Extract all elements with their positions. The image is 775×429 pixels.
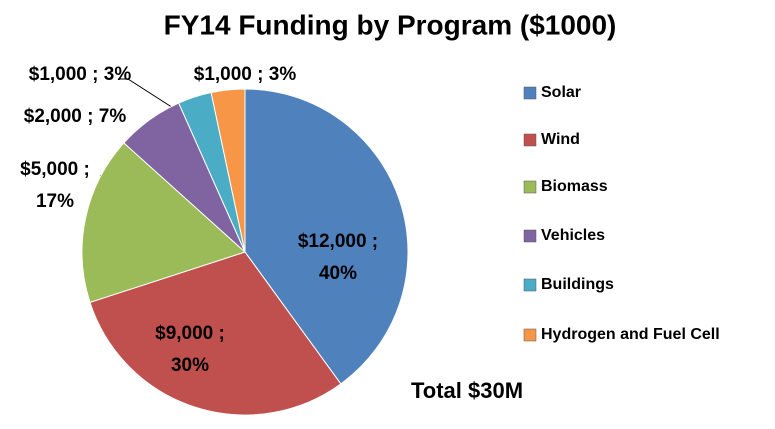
data-label: $1,000 ; 3% xyxy=(28,64,132,85)
legend-label: Biomass xyxy=(541,178,608,195)
legend-label: Hydrogen and Fuel Cell xyxy=(541,326,720,343)
chart-title: FY14 Funding by Program ($1000) xyxy=(164,9,617,40)
legend-label: Wind xyxy=(541,131,580,148)
data-label: $12,000 ; 40% xyxy=(297,231,379,284)
legend-label: Solar xyxy=(541,84,581,101)
pie-slice xyxy=(210,88,246,253)
data-label: $5,000 ; 17% xyxy=(20,159,90,212)
legend-swatch xyxy=(523,278,537,292)
legend-swatch xyxy=(523,229,537,243)
data-label: $1,000 ; 3% xyxy=(193,64,297,85)
legend-swatch xyxy=(523,86,537,100)
legend-swatch xyxy=(523,180,537,194)
legend-label: Buildings xyxy=(541,276,614,293)
annotation: Total $30M xyxy=(411,378,523,403)
pie-slice xyxy=(89,251,342,416)
data-label: $2,000 ; 7% xyxy=(23,106,127,127)
pie-slice xyxy=(81,142,246,304)
legend-swatch xyxy=(523,328,537,342)
pie-slice xyxy=(244,88,409,385)
data-label: $9,000 ; 30% xyxy=(155,323,225,376)
legend-swatch xyxy=(523,133,537,147)
legend-label: Vehicles xyxy=(541,227,605,244)
